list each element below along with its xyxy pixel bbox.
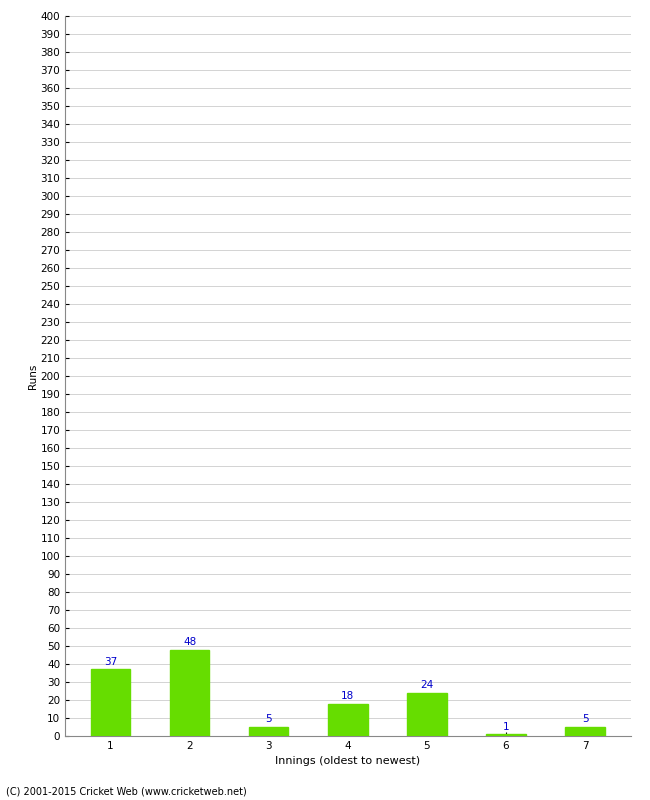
Text: 5: 5 <box>265 714 272 724</box>
Bar <box>170 650 209 736</box>
Text: 48: 48 <box>183 637 196 647</box>
Bar <box>91 670 130 736</box>
Text: 5: 5 <box>582 714 588 724</box>
Bar <box>407 693 447 736</box>
Text: 24: 24 <box>420 680 434 690</box>
Text: (C) 2001-2015 Cricket Web (www.cricketweb.net): (C) 2001-2015 Cricket Web (www.cricketwe… <box>6 786 247 796</box>
Y-axis label: Runs: Runs <box>27 363 38 389</box>
Bar <box>486 734 526 736</box>
Bar <box>249 727 289 736</box>
X-axis label: Innings (oldest to newest): Innings (oldest to newest) <box>275 757 421 766</box>
Text: 37: 37 <box>104 657 117 666</box>
Text: 18: 18 <box>341 691 354 701</box>
Bar <box>566 727 604 736</box>
Text: 1: 1 <box>502 722 509 731</box>
Bar <box>328 704 367 736</box>
